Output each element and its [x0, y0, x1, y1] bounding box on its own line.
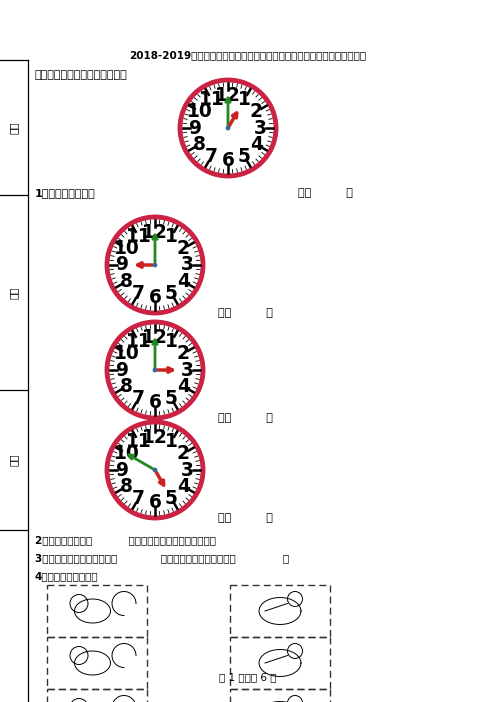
Text: 5: 5 — [165, 284, 178, 303]
Text: 10: 10 — [114, 444, 139, 463]
Text: 4: 4 — [177, 377, 190, 396]
Text: 1．看钟表，写时间: 1．看钟表，写时间 — [35, 188, 95, 198]
Text: 11: 11 — [126, 332, 152, 351]
Text: 时，          ：: 时， ： — [218, 413, 273, 423]
Circle shape — [226, 126, 231, 131]
Text: 8: 8 — [121, 477, 133, 496]
Text: 1: 1 — [165, 432, 178, 451]
Text: 9: 9 — [116, 256, 129, 274]
Text: 3: 3 — [181, 361, 194, 380]
Text: 8: 8 — [121, 272, 133, 291]
Text: 7: 7 — [132, 489, 145, 508]
Circle shape — [107, 322, 203, 418]
Text: 姓名: 姓名 — [9, 286, 19, 299]
Text: 12: 12 — [142, 328, 168, 347]
Text: 时，          ：: 时， ： — [298, 188, 353, 198]
Text: 5: 5 — [238, 147, 251, 166]
Text: 11: 11 — [126, 432, 152, 451]
Bar — [230, 689, 330, 702]
Text: 10: 10 — [187, 102, 213, 121]
Circle shape — [107, 217, 203, 313]
Text: 4: 4 — [177, 477, 190, 496]
Text: 3: 3 — [181, 461, 194, 479]
Text: 分数: 分数 — [9, 121, 19, 134]
Text: 2: 2 — [250, 102, 263, 121]
Text: 时，          ：: 时， ： — [218, 308, 273, 318]
Bar — [230, 637, 330, 689]
Text: 3．三亿零六十万四千，写作            ，省略亿位后面的尾数约是             ，: 3．三亿零六十万四千，写作 ，省略亿位后面的尾数约是 ， — [35, 553, 289, 563]
Text: 班级: 班级 — [9, 453, 19, 466]
Text: 第 1 页，共 6 页: 第 1 页，共 6 页 — [219, 672, 277, 682]
Text: 8: 8 — [121, 377, 133, 396]
Text: 3: 3 — [181, 256, 194, 274]
Text: 12: 12 — [215, 86, 241, 105]
Text: 1: 1 — [238, 91, 251, 110]
Text: 2: 2 — [177, 239, 190, 258]
Text: 3: 3 — [254, 119, 267, 138]
Text: 2．在数位顺序表中          与千万位相邻，并在它的右边．: 2．在数位顺序表中 与千万位相邻，并在它的右边． — [35, 535, 216, 545]
Text: 9: 9 — [116, 361, 129, 380]
Bar — [47, 585, 147, 637]
Bar — [47, 689, 147, 702]
Circle shape — [153, 368, 157, 372]
Text: 12: 12 — [142, 428, 168, 447]
Text: 8: 8 — [193, 135, 206, 154]
Text: 9: 9 — [189, 119, 202, 138]
Text: 1: 1 — [165, 332, 178, 351]
Text: 6: 6 — [222, 151, 235, 170]
Text: 10: 10 — [114, 239, 139, 258]
Text: 11: 11 — [199, 91, 225, 110]
Text: 2018-2019年大连市沙河口区实验小学一年级上册数学模拟期末测试无答案: 2018-2019年大连市沙河口区实验小学一年级上册数学模拟期末测试无答案 — [129, 50, 367, 60]
Bar — [230, 585, 330, 637]
Text: 12: 12 — [142, 223, 168, 242]
Text: 6: 6 — [149, 288, 161, 307]
Text: 5: 5 — [165, 389, 178, 408]
Text: 2: 2 — [177, 444, 190, 463]
Text: 4．数一数，填一填．: 4．数一数，填一填． — [35, 571, 98, 581]
Text: 2: 2 — [177, 344, 190, 363]
Text: 5: 5 — [165, 489, 178, 508]
Text: 6: 6 — [149, 493, 161, 512]
Text: 7: 7 — [132, 284, 145, 303]
Text: 10: 10 — [114, 344, 139, 363]
Text: 1: 1 — [165, 227, 178, 246]
Text: 7: 7 — [132, 389, 145, 408]
Text: 时，          ：: 时， ： — [218, 513, 273, 523]
Circle shape — [153, 468, 157, 472]
Text: 4: 4 — [177, 272, 190, 291]
Text: 6: 6 — [149, 393, 161, 412]
Circle shape — [180, 80, 276, 176]
Text: 11: 11 — [126, 227, 152, 246]
Circle shape — [153, 263, 157, 267]
Text: 4: 4 — [250, 135, 263, 154]
Text: 7: 7 — [205, 147, 218, 166]
Text: 9: 9 — [116, 461, 129, 479]
Bar — [47, 637, 147, 689]
Circle shape — [107, 422, 203, 518]
Text: 一、想一想，填一填（填空题）: 一、想一想，填一填（填空题） — [35, 70, 127, 80]
